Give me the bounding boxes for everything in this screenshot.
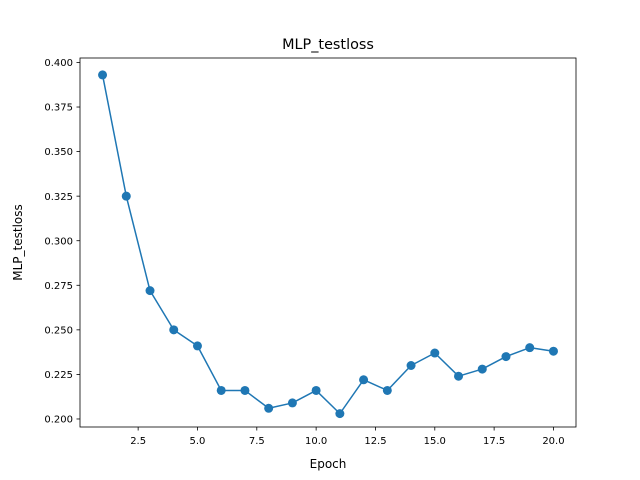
x-tick-label: 20.0 (542, 436, 564, 447)
data-point (311, 385, 321, 395)
data-point (382, 385, 392, 395)
y-tick-label: 0.350 (44, 147, 73, 158)
data-point (501, 352, 511, 362)
axes-frame (79, 57, 577, 428)
data-point (169, 325, 179, 335)
data-point (98, 70, 108, 80)
x-axis: 2.5 5.0 7.5 10.0 12.5 15.0 17.5 20.0 (130, 427, 565, 447)
y-tick-label: 0.375 (44, 103, 73, 114)
data-point (359, 375, 369, 385)
data-point (216, 385, 226, 395)
y-axis: 0.200 0.225 0.250 0.275 0.300 0.325 0.350 0.375… (44, 58, 80, 426)
data-point (121, 191, 131, 201)
data-point (477, 364, 487, 374)
x-tick-label: 7.5 (249, 436, 265, 447)
chart-title: MLP_testloss (282, 37, 374, 53)
x-tick-label: 2.5 (130, 436, 146, 447)
y-tick-label: 0.325 (44, 192, 73, 203)
data-point (192, 341, 202, 351)
x-tick-label: 15.0 (424, 436, 446, 447)
x-tick-label: 5.0 (190, 436, 206, 447)
data-point (264, 403, 274, 413)
data-point (287, 398, 297, 408)
data-point (454, 371, 464, 381)
x-tick-label: 17.5 (483, 436, 505, 447)
y-tick-label: 0.275 (44, 281, 73, 292)
y-tick-label: 0.225 (44, 370, 73, 381)
data-point (145, 286, 155, 296)
y-axis-label: MLP_testloss (11, 204, 25, 281)
y-tick-label: 0.400 (44, 58, 73, 69)
data-point (406, 361, 416, 370)
data-point (430, 348, 440, 358)
data-point (335, 409, 345, 419)
x-tick-label: 10.0 (305, 436, 327, 447)
data-point (240, 385, 250, 395)
plot-area (98, 70, 558, 419)
y-tick-label: 0.300 (44, 236, 73, 247)
data-point (548, 346, 558, 356)
y-tick-label: 0.250 (44, 325, 73, 336)
data-point (525, 343, 535, 353)
x-tick-label: 12.5 (364, 436, 386, 447)
x-axis-label: Epoch (310, 457, 347, 471)
y-tick-label: 0.200 (44, 415, 73, 426)
